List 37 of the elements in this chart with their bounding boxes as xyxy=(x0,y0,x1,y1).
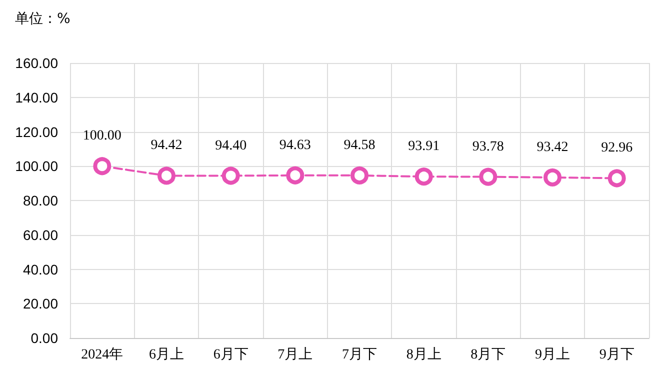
x-tick-label: 8月上 xyxy=(406,346,442,362)
y-tick-label: 20.00 xyxy=(22,296,58,312)
point xyxy=(350,166,368,184)
data-label: 94.40 xyxy=(215,138,247,154)
x-tick-label: 8月下 xyxy=(470,348,506,362)
data-label: 93.91 xyxy=(408,139,440,154)
point xyxy=(544,168,562,186)
data-label: 93.78 xyxy=(472,139,504,154)
y-tick-label: 160.00 xyxy=(15,55,58,71)
data-label: 94.58 xyxy=(344,138,376,153)
y-tick-label: 40.00 xyxy=(22,261,58,278)
x-tick-label: 6月上 xyxy=(149,346,184,362)
point xyxy=(608,169,626,188)
y-tick-label: 60.00 xyxy=(22,226,58,243)
x-tick-label: 6月下 xyxy=(213,348,248,362)
point xyxy=(414,168,433,186)
x-tick-label: 7月下 xyxy=(342,348,377,362)
data-label: 100.00 xyxy=(82,128,122,144)
point xyxy=(93,157,112,176)
data-label: 94.63 xyxy=(279,138,311,153)
y-tick-label: 140.00 xyxy=(15,89,58,106)
y-tick-label: 0.00 xyxy=(30,330,58,346)
y-tick-label: 100.00 xyxy=(15,158,58,174)
x-tick-label: 9月下 xyxy=(599,348,634,362)
point xyxy=(222,166,240,185)
data-label: 92.96 xyxy=(601,140,633,156)
data-label: 94.42 xyxy=(150,138,182,154)
x-tick-label: 9月上 xyxy=(535,346,570,362)
point xyxy=(158,166,176,185)
x-tick-label: 2024年 xyxy=(81,346,124,362)
point xyxy=(286,166,304,184)
text: 单位：% xyxy=(15,11,70,27)
point xyxy=(479,168,498,186)
y-tick-label: 120.00 xyxy=(15,124,58,140)
data-label: 93.42 xyxy=(536,140,568,155)
y-tick-label: 80.00 xyxy=(22,192,58,208)
x-tick-label: 7月上 xyxy=(278,346,313,362)
